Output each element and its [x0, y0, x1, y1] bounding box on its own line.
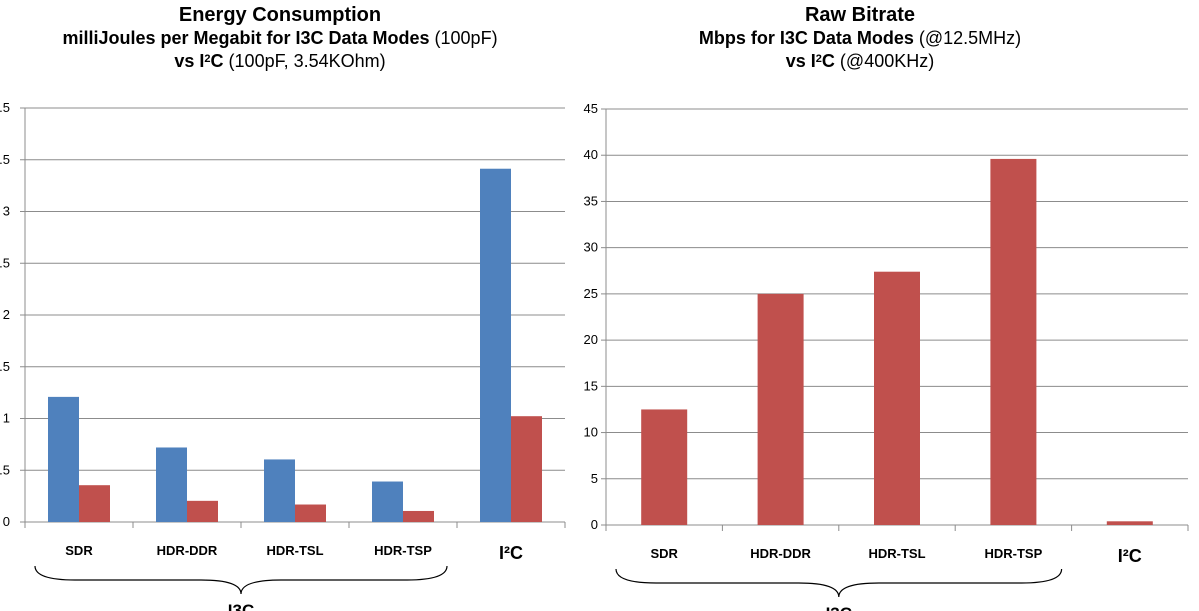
energy-bar-sdr-series-1 — [48, 396, 79, 522]
bitrate-category-label: HDR-TSL — [868, 546, 925, 561]
bitrate-category-label: SDR — [650, 546, 678, 561]
bitrate-y-tick-label: 15 — [584, 378, 598, 393]
energy-y-tick-label: 2 — [3, 307, 10, 322]
bitrate-bar-sdr-bitrate — [641, 409, 688, 525]
energy-bar-i2c-series-1 — [480, 168, 511, 522]
energy-y-tick-label: 1 — [3, 411, 10, 426]
bitrate-bar-i2c-bitrate — [1106, 521, 1153, 525]
bitrate-y-tick-label: 5 — [591, 471, 598, 486]
energy-y-tick-label: 3 — [3, 204, 10, 219]
bitrate-chart-subtitle-2: vs I2C (@400KHz) — [785, 51, 935, 71]
energy-group-brace — [34, 565, 448, 595]
energy-category-label: HDR-DDR — [157, 543, 218, 558]
bitrate-y-tick-label: 35 — [584, 193, 598, 208]
energy-bar-sdr-series-2 — [79, 485, 110, 522]
energy-y-tick-label: 2.5 — [0, 255, 10, 270]
energy-bar-hdr-tsp-series-2 — [403, 510, 434, 522]
energy-category-label: HDR-TSP — [374, 543, 432, 558]
energy-chart-title: Energy Consumption — [178, 4, 382, 26]
bitrate-group-brace — [615, 568, 1063, 598]
energy-bar-hdr-ddr-series-2 — [187, 500, 218, 522]
bitrate-y-tick-label: 20 — [584, 332, 598, 347]
bitrate-bar-hdr-tsp-bitrate — [990, 158, 1037, 526]
energy-bar-hdr-tsl-series-1 — [264, 459, 295, 522]
bitrate-bar-hdr-tsl-bitrate — [874, 271, 920, 525]
energy-chart: .5.532.52.510.50SDRHDR-DDRHDR-TSLHDR-TSP… — [0, 100, 566, 611]
bitrate-y-tick-label: 40 — [584, 147, 598, 162]
bitrate-y-tick-label: 45 — [584, 101, 598, 116]
energy-chart-subtitle-2: vs I2C (100pF, 3.54KOhm) — [174, 51, 386, 71]
energy-bar-i2c-series-2 — [511, 416, 542, 522]
energy-chart-subtitle: milliJoules per Megabit for I3C Data Mod… — [62, 28, 498, 48]
bitrate-category-label: HDR-DDR — [750, 546, 811, 561]
bitrate-category-label: I²C — [1118, 546, 1142, 566]
bitrate-chart-title-block: Raw Bitrate Mbps for I3C Data Modes (@12… — [600, 4, 1120, 73]
energy-y-tick-label: .5 — [0, 359, 10, 374]
bitrate-y-tick-label: 10 — [584, 425, 598, 440]
energy-group-label: I3C — [228, 601, 254, 611]
bitrate-group-label: I3C — [826, 604, 852, 611]
energy-y-tick-label: 0 — [3, 514, 10, 529]
bitrate-y-tick-label: 25 — [584, 286, 598, 301]
energy-bar-hdr-tsl-series-2 — [295, 504, 326, 522]
bitrate-y-tick-label: 0 — [591, 517, 598, 532]
bitrate-chart-title: Raw Bitrate — [804, 4, 916, 26]
bitrate-category-label: HDR-TSP — [985, 546, 1043, 561]
energy-bar-hdr-tsp-series-1 — [372, 481, 403, 522]
bitrate-chart-subtitle: Mbps for I3C Data Modes (@12.5MHz) — [698, 28, 1022, 48]
energy-y-tick-label: .5 — [0, 152, 10, 167]
energy-category-label: I²C — [499, 543, 523, 563]
energy-category-label: HDR-TSL — [266, 543, 323, 558]
energy-bar-hdr-ddr-series-1 — [156, 447, 187, 522]
energy-y-tick-label: .5 — [0, 100, 10, 115]
bitrate-y-tick-label: 30 — [584, 240, 598, 255]
bitrate-bar-hdr-ddr-bitrate — [757, 293, 804, 525]
energy-category-label: SDR — [65, 543, 93, 558]
energy-y-tick-label: 0.5 — [0, 462, 10, 477]
energy-chart-title-block: Energy Consumption milliJoules per Megab… — [0, 4, 560, 73]
